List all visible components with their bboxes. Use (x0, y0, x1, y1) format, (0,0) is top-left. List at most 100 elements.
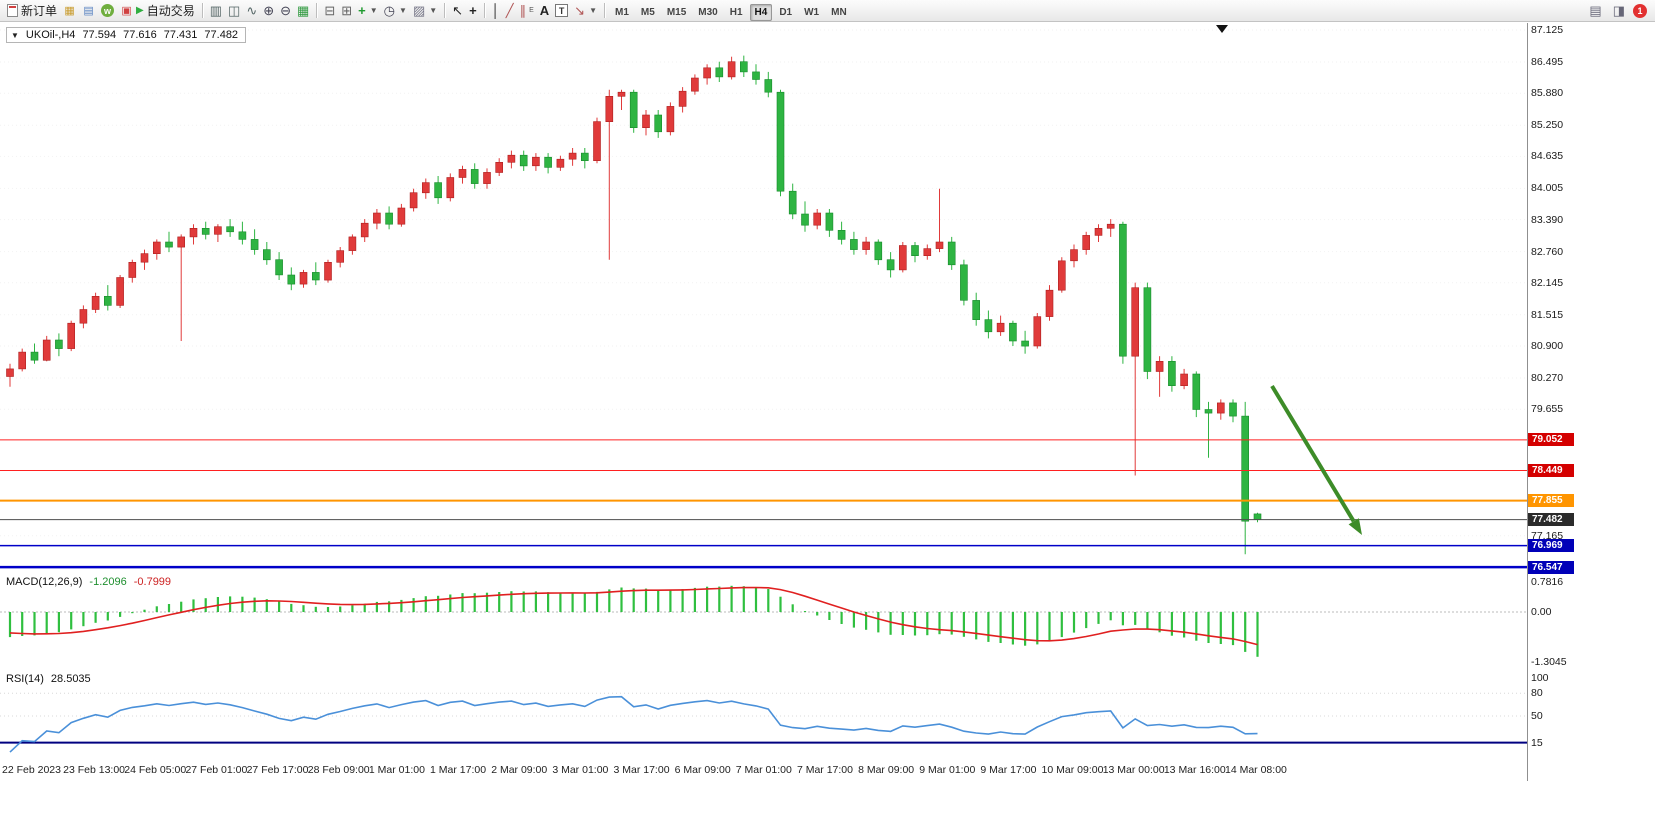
zoom-out-icon[interactable]: ⊖ (280, 3, 292, 18)
text-label-icon[interactable]: T (552, 1, 571, 20)
macd-axis-label: 0.7816 (1531, 576, 1564, 589)
price-chart-panel[interactable] (0, 23, 1527, 572)
symbol-dropdown-icon[interactable]: ▼ (11, 30, 19, 40)
time-axis-label: 13 Mar 16:00 (1163, 764, 1226, 776)
rsi-axis-label: 80 (1531, 687, 1543, 700)
rsi-chart[interactable] (0, 670, 1527, 761)
rsi-axis-label: 50 (1531, 710, 1543, 722)
equidistant-channel-icon[interactable]: ∥ E (519, 3, 534, 18)
vertical-line-icon[interactable]: │ (491, 3, 500, 18)
rsi-panel[interactable] (0, 670, 1527, 761)
main-toolbar: 新订单 ▦ ▤ w ▣ ▶ 自动交易 ▥ ◫ ∿ ⊕ ⊖ ▦ ⊟ ⊞ + ▼ ◷ ▼… (0, 0, 1655, 22)
rsi-axis-label: 100 (1531, 672, 1549, 684)
price-chart[interactable] (0, 23, 1527, 572)
timeframe-button-mn[interactable]: MN (831, 6, 847, 18)
price-level-chip: 77.482 (1528, 513, 1574, 527)
time-axis-label: 24 Feb 05:00 (124, 764, 187, 776)
trend-arrow-annotation[interactable] (1270, 384, 1362, 535)
low-value: 77.431 (163, 29, 198, 41)
timeframe-button-m5[interactable]: M5 (640, 6, 655, 18)
timeframe-button-w1[interactable]: W1 (804, 6, 820, 18)
rsi-label: RSI(14) 28.5035 (6, 673, 91, 685)
toolbar-separator (201, 3, 203, 18)
time-axis-label: 7 Mar 01:00 (735, 764, 792, 776)
time-marker-icon[interactable] (1216, 25, 1228, 33)
panel-separator[interactable] (0, 572, 1655, 573)
macd-histogram (8, 585, 1259, 657)
time-axis-label: 9 Mar 17:00 (980, 764, 1037, 776)
grid-icon[interactable]: ▦ (297, 3, 310, 18)
templates-dropdown[interactable]: ▨ ▼ (412, 3, 438, 18)
line-chart-icon[interactable]: ∿ (246, 3, 258, 18)
navigator-icon[interactable]: w (98, 1, 117, 20)
price-axis-label: 85.880 (1531, 87, 1564, 100)
panel-separator[interactable] (0, 669, 1655, 670)
symbol-label: UKOil-,H4 (25, 29, 76, 41)
periods-dropdown[interactable]: ◷ ▼ (383, 3, 407, 18)
text-icon[interactable]: A (539, 3, 550, 18)
horizontal-level-lines[interactable] (0, 439, 1527, 569)
macd-panel[interactable] (0, 573, 1527, 669)
panel-separator[interactable] (0, 761, 1655, 762)
toolbar-separator (316, 3, 318, 18)
high-value: 77.616 (123, 29, 157, 41)
chart-windows-icon[interactable]: ▤ (1589, 3, 1602, 18)
price-level-chip: 78.449 (1528, 463, 1574, 477)
toolbar-separator (483, 3, 485, 18)
time-axis-label: 9 Mar 01:00 (919, 764, 976, 776)
price-axis-label: 79.655 (1531, 403, 1564, 416)
timeframe-button-d1[interactable]: D1 (779, 6, 793, 18)
price-axis-label: 80.270 (1531, 372, 1564, 385)
macd-axis-label: -1.3045 (1531, 656, 1567, 669)
chevron-down-icon: ▼ (429, 6, 438, 15)
close-value: 77.482 (204, 29, 239, 41)
bar-chart-icon[interactable]: ▥ (209, 3, 223, 18)
indicator-window-icon[interactable]: ⊟ (324, 3, 336, 18)
macd-signal-line (9, 586, 1258, 646)
time-axis-label: 3 Mar 17:00 (613, 764, 670, 776)
toolbar-right-group: ▤ ◨ 1 (1586, 1, 1651, 20)
autotrade-play-icon: ▶ (136, 4, 144, 16)
price-axis-border (1527, 23, 1528, 781)
chevron-down-icon: ▼ (369, 6, 378, 15)
market-watch-icon[interactable]: ▦ (64, 5, 75, 17)
price-axis-label: 77.165 (1531, 529, 1564, 542)
candlestick-chart-icon[interactable]: ◫ (228, 3, 241, 18)
timeframe-button-m15[interactable]: M15 (666, 6, 687, 18)
price-axis-label: 82.145 (1531, 276, 1564, 289)
toolbar-separator (444, 3, 446, 18)
candlesticks (6, 55, 1262, 555)
chevron-down-icon: ▼ (399, 6, 407, 15)
time-axis-label: 10 Mar 09:00 (1041, 764, 1104, 776)
data-window-icon[interactable]: ▤ (83, 5, 94, 17)
time-axis-label: 6 Mar 09:00 (674, 764, 731, 776)
cursor-icon[interactable]: ↖ (452, 3, 464, 18)
macd-chart[interactable] (0, 573, 1527, 669)
new-order-label: 新订单 (21, 4, 58, 18)
timeframe-button-m30[interactable]: M30 (698, 6, 718, 18)
arrows-tool-dropdown[interactable]: ↘ ▼ (574, 3, 597, 18)
chart-title: ▼ UKOil-,H4 77.594 77.616 77.431 77.482 (6, 27, 247, 43)
open-value: 77.594 (82, 29, 117, 41)
time-axis-label: 14 Mar 08:00 (1225, 764, 1287, 776)
price-axis-label: 81.515 (1531, 308, 1564, 321)
add-indicator-button[interactable]: + ▼ (358, 3, 378, 18)
timeframe-button-h1[interactable]: H1 (729, 6, 743, 18)
zoom-in-icon[interactable]: ⊕ (263, 3, 275, 18)
autotrade-icon: ▣ (121, 5, 132, 17)
trendline-icon[interactable]: ╱ (505, 3, 514, 18)
autotrade-label: 自动交易 (146, 4, 195, 18)
timeframe-button-m1[interactable]: M1 (615, 6, 629, 18)
alerts-icon[interactable]: ◨ (1612, 3, 1625, 18)
notification-badge[interactable]: 1 (1633, 3, 1647, 18)
time-axis-label: 28 Feb 09:00 (307, 764, 370, 776)
time-axis-label: 1 Mar 17:00 (430, 764, 487, 776)
autotrade-button[interactable]: ▣ ▶ 自动交易 (117, 1, 198, 20)
object-list-icon[interactable]: ⊞ (341, 3, 353, 18)
new-order-button[interactable]: 新订单 (4, 1, 60, 20)
price-axis-label: 80.900 (1531, 340, 1564, 353)
price-axis-label: 82.760 (1531, 245, 1564, 258)
timeframe-button-h4[interactable]: H4 (749, 3, 773, 21)
time-axis-label: 23 Feb 13:00 (63, 764, 126, 776)
crosshair-icon[interactable]: + (469, 3, 477, 18)
